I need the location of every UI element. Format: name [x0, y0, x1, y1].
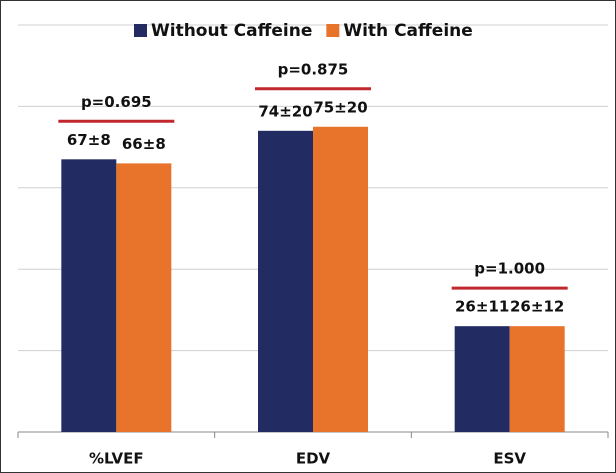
bar: [454, 326, 510, 432]
p-value: p=0.875: [278, 60, 349, 78]
p-value: p=0.695: [81, 93, 152, 111]
value-label: 67±8: [67, 131, 111, 149]
x-tick-label: %LVEF: [89, 450, 144, 468]
value-label: 26±11: [455, 298, 509, 316]
bar: [61, 159, 117, 432]
bar: [258, 130, 313, 432]
legend-swatch: [134, 24, 147, 37]
bar: [116, 163, 172, 432]
value-label: 66±8: [122, 135, 166, 153]
bar: [509, 326, 565, 432]
legend-label: With Caffeine: [343, 21, 472, 41]
legend-label: Without Caffeine: [151, 21, 312, 41]
bar: [313, 126, 368, 432]
value-label: 75±20: [313, 98, 367, 116]
x-tick-label: EDV: [296, 450, 331, 468]
p-value: p=1.000: [474, 260, 545, 278]
value-label: 26±12: [510, 298, 564, 316]
value-label: 74±20: [258, 102, 312, 120]
x-tick-label: ESV: [493, 450, 526, 468]
legend-swatch: [326, 24, 340, 37]
